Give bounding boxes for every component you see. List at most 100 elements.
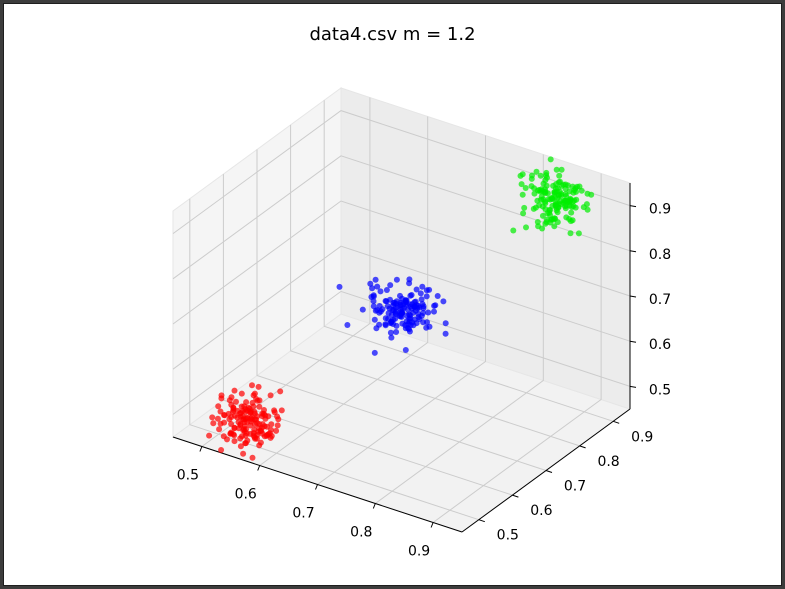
chart-title: data4.csv m = 1.2 <box>309 24 476 45</box>
data-point <box>423 293 430 300</box>
data-point <box>551 223 558 230</box>
data-point <box>442 320 449 327</box>
data-point <box>210 420 217 427</box>
data-point <box>555 179 562 186</box>
data-point <box>393 276 400 283</box>
data-point <box>510 227 517 234</box>
data-point <box>440 298 447 305</box>
data-point <box>256 442 263 449</box>
data-point <box>534 219 541 225</box>
data-point <box>251 434 258 441</box>
x-tick <box>257 465 261 471</box>
data-point <box>569 183 576 190</box>
data-point <box>262 412 269 419</box>
x-tick-label: 0.7 <box>292 506 314 522</box>
y-gridline <box>290 124 580 447</box>
z-tick-label: 0.7 <box>649 292 671 308</box>
x-tick-label: 0.9 <box>408 544 430 560</box>
data-point <box>231 438 238 445</box>
x-tick <box>315 484 318 490</box>
data-point <box>543 182 550 189</box>
data-point <box>417 290 424 297</box>
data-point <box>371 316 378 323</box>
x-tick <box>372 503 376 509</box>
data-point <box>519 191 526 198</box>
data-point <box>235 419 242 426</box>
data-point <box>392 304 399 311</box>
data-point <box>543 219 550 226</box>
data-point <box>218 395 225 402</box>
data-point <box>538 193 545 200</box>
data-point <box>359 306 366 313</box>
data-point <box>431 308 437 315</box>
data-point <box>398 309 405 316</box>
data-point <box>533 168 540 175</box>
data-point <box>406 328 413 335</box>
data-point <box>367 280 374 287</box>
y-tick-label: 0.9 <box>631 429 653 445</box>
data-point <box>258 424 265 431</box>
data-point <box>420 303 427 310</box>
data-point <box>251 410 258 417</box>
data-point <box>209 414 216 421</box>
data-point <box>264 423 270 430</box>
data-point <box>569 217 576 224</box>
data-point <box>528 183 535 190</box>
data-point <box>558 166 565 173</box>
y-tick-label: 0.5 <box>497 528 519 544</box>
z-gridline <box>172 200 631 325</box>
data-point <box>277 388 284 395</box>
z-tick <box>629 295 637 298</box>
data-point <box>371 349 378 356</box>
data-point <box>562 197 569 204</box>
data-point <box>243 426 249 433</box>
data-point <box>552 202 559 209</box>
data-point <box>530 205 537 212</box>
data-point <box>247 422 254 429</box>
x-tick-label: 0.6 <box>235 487 257 503</box>
y-gridline <box>189 198 479 521</box>
data-point <box>557 198 564 204</box>
data-point <box>570 189 577 196</box>
data-point <box>377 288 384 295</box>
data-point <box>230 405 237 412</box>
z-tick <box>629 250 637 253</box>
data-point <box>407 292 414 299</box>
data-point <box>523 224 529 231</box>
z-gridline <box>172 245 631 370</box>
data-point <box>426 286 433 293</box>
data-point <box>391 299 398 306</box>
data-point <box>570 203 577 210</box>
z-tick-label: 0.8 <box>649 247 671 263</box>
data-point <box>374 283 381 290</box>
data-point <box>369 285 376 292</box>
data-point <box>237 443 244 450</box>
data-point <box>553 166 560 173</box>
data-point <box>415 303 422 309</box>
data-point <box>407 312 414 319</box>
data-point <box>552 215 559 222</box>
data-point <box>563 214 570 221</box>
data-point <box>231 387 238 394</box>
data-point <box>265 431 272 438</box>
data-point <box>252 416 258 423</box>
data-point <box>249 382 255 389</box>
data-point <box>368 294 375 300</box>
x-gridline <box>259 116 429 466</box>
y-tick <box>545 470 553 473</box>
data-point <box>546 207 553 213</box>
data-point <box>233 398 239 405</box>
data-point <box>243 399 250 406</box>
data-point <box>520 210 527 217</box>
y-tick-label: 0.6 <box>530 503 552 519</box>
data-point <box>255 383 262 390</box>
data-point <box>336 283 343 290</box>
data-point <box>402 347 409 353</box>
data-point <box>238 403 245 410</box>
data-point <box>249 454 256 461</box>
data-point <box>221 412 227 418</box>
y-tick <box>478 519 485 523</box>
data-point <box>426 323 433 330</box>
data-point <box>424 319 430 326</box>
data-point <box>568 209 575 216</box>
